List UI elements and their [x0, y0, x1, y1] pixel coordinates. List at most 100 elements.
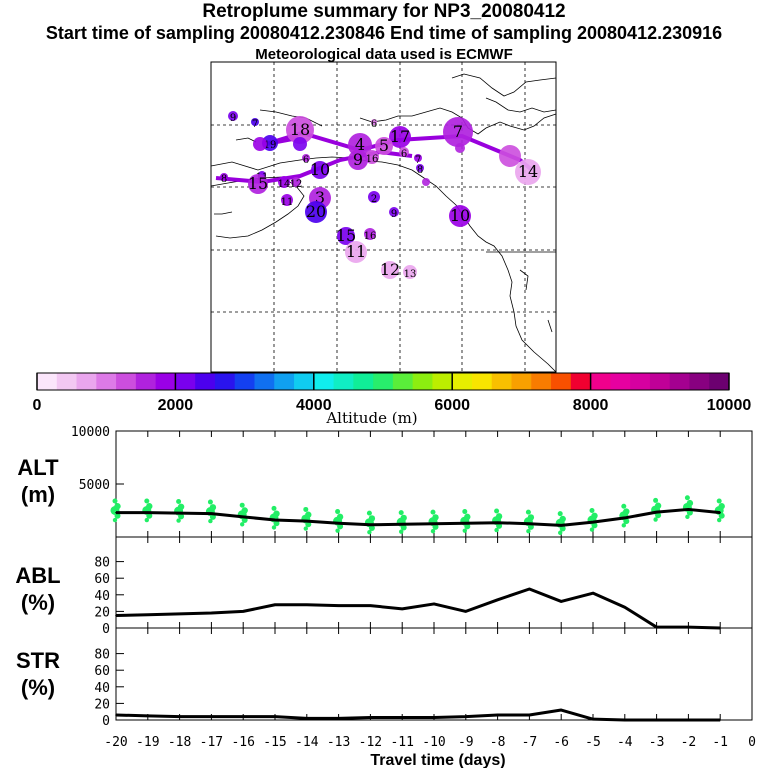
panel-label: (%): [21, 590, 55, 615]
data-point: [655, 719, 658, 721]
x-tick-label: -9: [458, 735, 474, 750]
data-point: [496, 521, 499, 524]
colorbar-cell: [649, 373, 671, 390]
data-point: [592, 592, 594, 594]
altitude-spread-point: [621, 503, 627, 509]
plume-centroid-marker: [305, 201, 327, 223]
data-point: [401, 608, 404, 610]
colorbar-cell: [689, 373, 710, 390]
data-point: [465, 610, 467, 613]
data-point: [115, 511, 117, 514]
colorbar-cell: [412, 373, 433, 390]
plume-centroid-marker: [220, 173, 228, 181]
altitude-spread-point: [146, 503, 153, 510]
altitude-spread-point: [495, 513, 503, 520]
altitude-spread-point: [399, 529, 404, 534]
data-point: [624, 719, 626, 721]
x-tick-label: -14: [295, 735, 319, 750]
y-tick-label: 0: [102, 622, 110, 637]
altitude-spread-point: [589, 527, 595, 532]
data-point: [560, 600, 562, 603]
panel-alt: 10000 5000 ALT(m): [17, 425, 753, 538]
colorbar-cell: [274, 373, 295, 390]
data-point: [147, 511, 149, 514]
x-tick-label: -4: [617, 735, 633, 750]
met-data-source: Meteorological data used is ECMWF: [255, 46, 513, 63]
colorbar-cell: [471, 373, 493, 390]
altitude-spread-point: [209, 504, 217, 511]
data-point: [242, 516, 244, 518]
plume-day-label: 5: [379, 136, 389, 155]
colorbar-cell: [669, 373, 690, 390]
data-point: [210, 715, 213, 718]
data-point: [528, 588, 531, 590]
altitude-spread-point: [494, 527, 499, 533]
plume-day-label: 8: [417, 165, 423, 176]
series-line-alt: [116, 507, 721, 527]
data-point: [560, 709, 562, 711]
altitude-spread-point: [400, 514, 407, 522]
colorbar-cell: [610, 373, 631, 390]
colorbar-tick-label: 10000: [707, 397, 752, 414]
altitude-spread-point: [589, 508, 595, 513]
plume-day-label: 14: [278, 179, 291, 190]
altitude-spread-point: [176, 518, 181, 523]
altitude-colorbar: 0 2000 4000 6000 8000 10000 Altitude (m): [33, 372, 752, 427]
plume-centroid-marker: [403, 265, 417, 279]
data-point: [337, 522, 340, 525]
y-tick-label: 40: [94, 589, 110, 604]
x-tick-label: -3: [649, 735, 665, 750]
altitude-spread-point: [241, 507, 248, 514]
plume-day-label: 10: [310, 160, 330, 179]
panel-label: STR: [16, 648, 60, 673]
y-tick-label: 5000: [79, 478, 110, 493]
colorbar-cell: [333, 373, 354, 390]
data-point: [337, 717, 340, 720]
data-point: [465, 715, 467, 718]
y-tick-label: 40: [94, 681, 110, 696]
altitude-spread-point: [430, 509, 436, 515]
x-tick-label: -19: [136, 735, 159, 750]
data-point: [401, 716, 404, 719]
data-point: [528, 522, 531, 525]
plume-centroid-marker: [281, 194, 293, 206]
plume-centroid-marker: [449, 205, 471, 227]
data-point: [560, 524, 562, 527]
data-point: [369, 716, 372, 719]
plume-day-label: 19: [264, 140, 277, 151]
plume-centroid-marker: [371, 119, 377, 125]
colorbar-cell: [135, 373, 157, 390]
altitude-spread-point: [559, 515, 566, 523]
page-title: Retroplume summary for NP3_20080412: [202, 1, 566, 22]
altitude-spread-point: [208, 518, 213, 524]
data-point: [369, 524, 372, 526]
x-tick-label: -16: [231, 735, 254, 750]
x-tick-label: -2: [681, 735, 697, 750]
plume-centroid-marker: [364, 228, 376, 240]
x-tick-label: -12: [359, 735, 382, 750]
colorbar-cell: [531, 373, 552, 390]
plume-day-label: 8: [221, 174, 227, 185]
plume-day-label: 17: [390, 127, 410, 146]
plume-centroid-marker: [253, 137, 267, 151]
y-tick-label: 20: [94, 605, 110, 620]
altitude-spread-point: [591, 512, 598, 519]
plume-centroid-marker: [365, 150, 379, 164]
data-point: [528, 714, 531, 716]
altitude-spread-point: [716, 498, 722, 504]
plume-day-label: 9: [230, 113, 236, 124]
plume-centroid-marker: [414, 154, 422, 162]
plume-centroid-marker: [416, 164, 424, 172]
plume-day-label: 7: [453, 122, 463, 141]
data-point: [274, 519, 276, 521]
colorbar-cell: [76, 373, 97, 390]
x-tick-label: -20: [104, 735, 127, 750]
altitude-spread-point: [654, 502, 662, 509]
plume-day-label: 2: [371, 194, 377, 205]
data-point: [147, 715, 149, 717]
plume-day-label: 9: [391, 209, 397, 220]
data-point: [242, 610, 244, 613]
colorbar-axis-label: Altitude (m): [325, 409, 417, 427]
colorbar-cell: [392, 373, 414, 390]
